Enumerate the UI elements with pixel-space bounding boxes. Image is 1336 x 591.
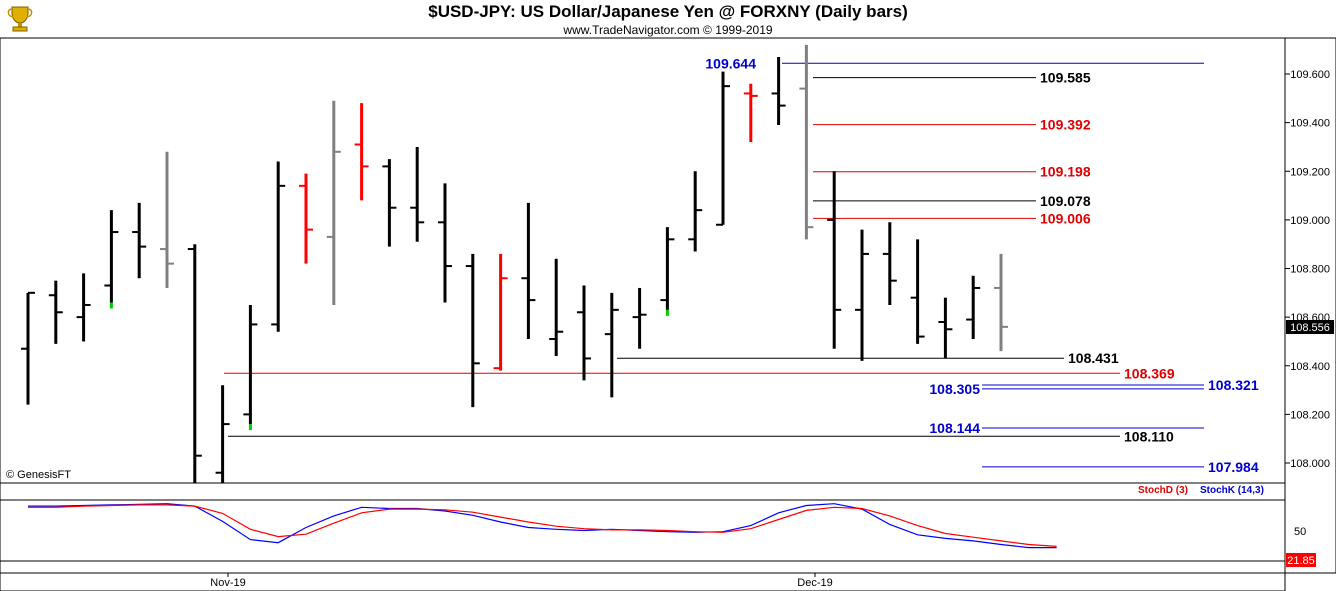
date-label: Nov-19 [210, 577, 245, 589]
level-label: 108.305 [929, 381, 980, 397]
level-label: 108.144 [929, 420, 980, 436]
ohlc-bar [855, 229, 869, 361]
price-tick-label: 108.400 [1290, 361, 1330, 373]
level-label: 108.369 [1124, 365, 1175, 381]
level-label: 109.392 [1040, 117, 1091, 133]
level-label: 109.006 [1040, 210, 1091, 226]
price-tick-label: 109.400 [1290, 118, 1330, 130]
chart-subtitle: www.TradeNavigator.com © 1999-2019 [563, 23, 773, 37]
level-label: 108.431 [1068, 350, 1119, 366]
price-tick-label: 109.200 [1290, 166, 1330, 178]
last-price-label-group: 108.556 [1286, 320, 1334, 334]
main-panel [0, 37, 1286, 484]
trophy-logo-icon [4, 3, 36, 33]
level-label: 109.198 [1040, 164, 1091, 180]
ohlc-bar [21, 291, 35, 405]
ohlc-bar [688, 171, 703, 252]
ohlc-bar [271, 161, 286, 332]
price-axis [1284, 37, 1336, 574]
ohlc-bar [660, 227, 675, 316]
date-axis [0, 572, 1286, 591]
stoch-line [28, 503, 1057, 549]
date-label: Dec-19 [797, 577, 832, 589]
ohlc-bar [994, 253, 1008, 352]
chart-title: $USD-JPY: US Dollar/Japanese Yen @ FORXN… [428, 2, 908, 21]
legend-stochd: StochD (3) [1138, 485, 1188, 496]
ohlc-bar [48, 280, 63, 344]
ohlc-bar [493, 253, 508, 371]
ohlc-bar [910, 239, 925, 344]
date-labels: Nov-19 Dec-19 [210, 573, 833, 589]
level-label: 107.984 [1208, 459, 1259, 475]
stochastic-panel [0, 482, 1286, 574]
ohlc-bar [938, 297, 953, 359]
ohlc-bar [577, 285, 591, 381]
price-tick-label: 108.800 [1290, 264, 1330, 276]
ohlc-bar [549, 258, 564, 357]
ohlc-bar [132, 202, 147, 279]
ohlc-bar [326, 100, 341, 305]
level-label: 109.644 [705, 55, 756, 71]
ohlc-bar [410, 146, 425, 242]
stoch-last-label: 21.85 [1287, 555, 1315, 567]
last-price-label: 108.556 [1290, 322, 1330, 334]
legend-stochk: StochK (14,3) [1200, 485, 1264, 496]
ohlc-bar [716, 71, 730, 226]
price-axis-ticks: 108.000108.200108.400108.600108.800109.0… [1285, 69, 1330, 470]
ohlc-bar [187, 244, 202, 483]
ohlc-bar [382, 159, 397, 247]
price-tick-label: 109.000 [1290, 215, 1330, 227]
ohlc-bar [966, 275, 981, 340]
ohlc-bar [799, 44, 814, 240]
ohlc-bars [21, 44, 1008, 483]
ohlc-bar [882, 222, 897, 305]
last-price-box [1286, 320, 1334, 334]
stoch-last-label-group: 21.85 [1286, 553, 1316, 567]
ohlc-bar [215, 385, 230, 483]
stoch-line [28, 504, 1057, 547]
ohlc-bar [521, 202, 536, 340]
ohlc-bar [465, 253, 480, 408]
ohlc-bar [76, 273, 91, 342]
ohlc-bar [354, 103, 369, 201]
level-label: 109.585 [1040, 70, 1091, 86]
ohlc-bar [243, 304, 258, 431]
ohlc-bar [632, 287, 647, 349]
price-levels: 109.644 109.585 109.392 109.198 109.078109.0… [224, 55, 1259, 475]
level-label: 109.078 [1040, 193, 1091, 209]
price-tick-label: 108.000 [1290, 458, 1330, 470]
stoch-last-box [1286, 553, 1316, 567]
ohlc-bar [771, 56, 786, 126]
price-tick-label: 109.600 [1290, 69, 1330, 81]
ohlc-bar [160, 151, 174, 288]
level-label: 108.110 [1124, 428, 1174, 444]
level-label: 108.321 [1208, 377, 1259, 393]
ohlc-bar [827, 171, 842, 349]
ohlc-bar [438, 183, 452, 303]
stochastic-lines [28, 503, 1057, 549]
watermark: © GenesisFT [6, 469, 71, 481]
ohlc-bar [299, 173, 313, 264]
ohlc-bar [743, 83, 758, 143]
ohlc-bar [604, 292, 619, 398]
stoch-tick-50: 50 [1294, 526, 1306, 538]
price-tick-label: 108.200 [1290, 409, 1330, 421]
ohlc-bar [104, 210, 119, 309]
